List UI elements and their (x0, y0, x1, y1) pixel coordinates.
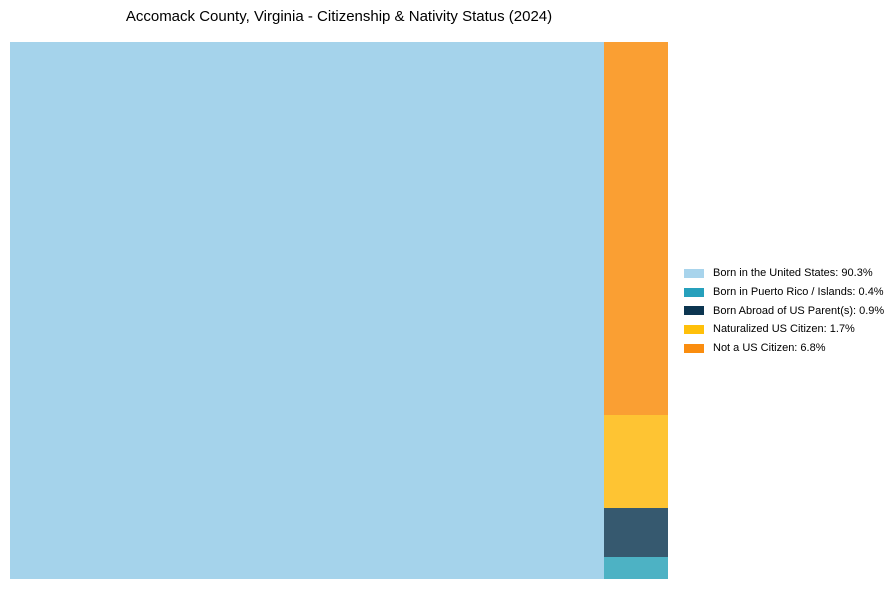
legend-label: Born in Puerto Rico / Islands: 0.4% (713, 286, 884, 299)
treemap-block-not-a-us-citizen (604, 42, 668, 415)
legend-swatch-born-in-puerto-rico-islands (684, 287, 704, 297)
legend-label: Born Abroad of US Parent(s): 0.9% (713, 304, 885, 317)
legend-item-born-abroad-of-us-parent-s: Born Abroad of US Parent(s): 0.9% (684, 301, 884, 320)
treemap-block-born-in-the-united-states (10, 42, 604, 579)
legend-item-naturalized-us-citizen: Naturalized US Citizen: 1.7% (684, 320, 884, 339)
legend-label: Born in the United States: 90.3% (713, 267, 873, 280)
legend-item-born-in-puerto-rico-islands: Born in Puerto Rico / Islands: 0.4% (684, 283, 884, 302)
legend-label: Naturalized US Citizen: 1.7% (713, 323, 855, 336)
legend-swatch-naturalized-us-citizen (684, 324, 704, 334)
legend-label: Not a US Citizen: 6.8% (713, 342, 826, 355)
chart-title: Accomack County, Virginia - Citizenship … (125, 8, 553, 25)
legend-swatch-not-a-us-citizen (684, 343, 704, 353)
legend-item-not-a-us-citizen: Not a US Citizen: 6.8% (684, 339, 884, 358)
legend-swatch-born-in-the-united-states (684, 268, 704, 278)
legend-item-born-in-the-united-states: Born in the United States: 90.3% (684, 264, 884, 283)
treemap-plot (10, 42, 668, 579)
legend: Born in the United States: 90.3% Born in … (684, 264, 884, 357)
treemap-block-naturalized-us-citizen (604, 415, 668, 508)
treemap-block-born-in-puerto-rico-islands (604, 557, 668, 579)
treemap-block-born-abroad-of-us-parent-s (604, 508, 668, 557)
legend-swatch-born-abroad-of-us-parent-s (684, 306, 704, 316)
